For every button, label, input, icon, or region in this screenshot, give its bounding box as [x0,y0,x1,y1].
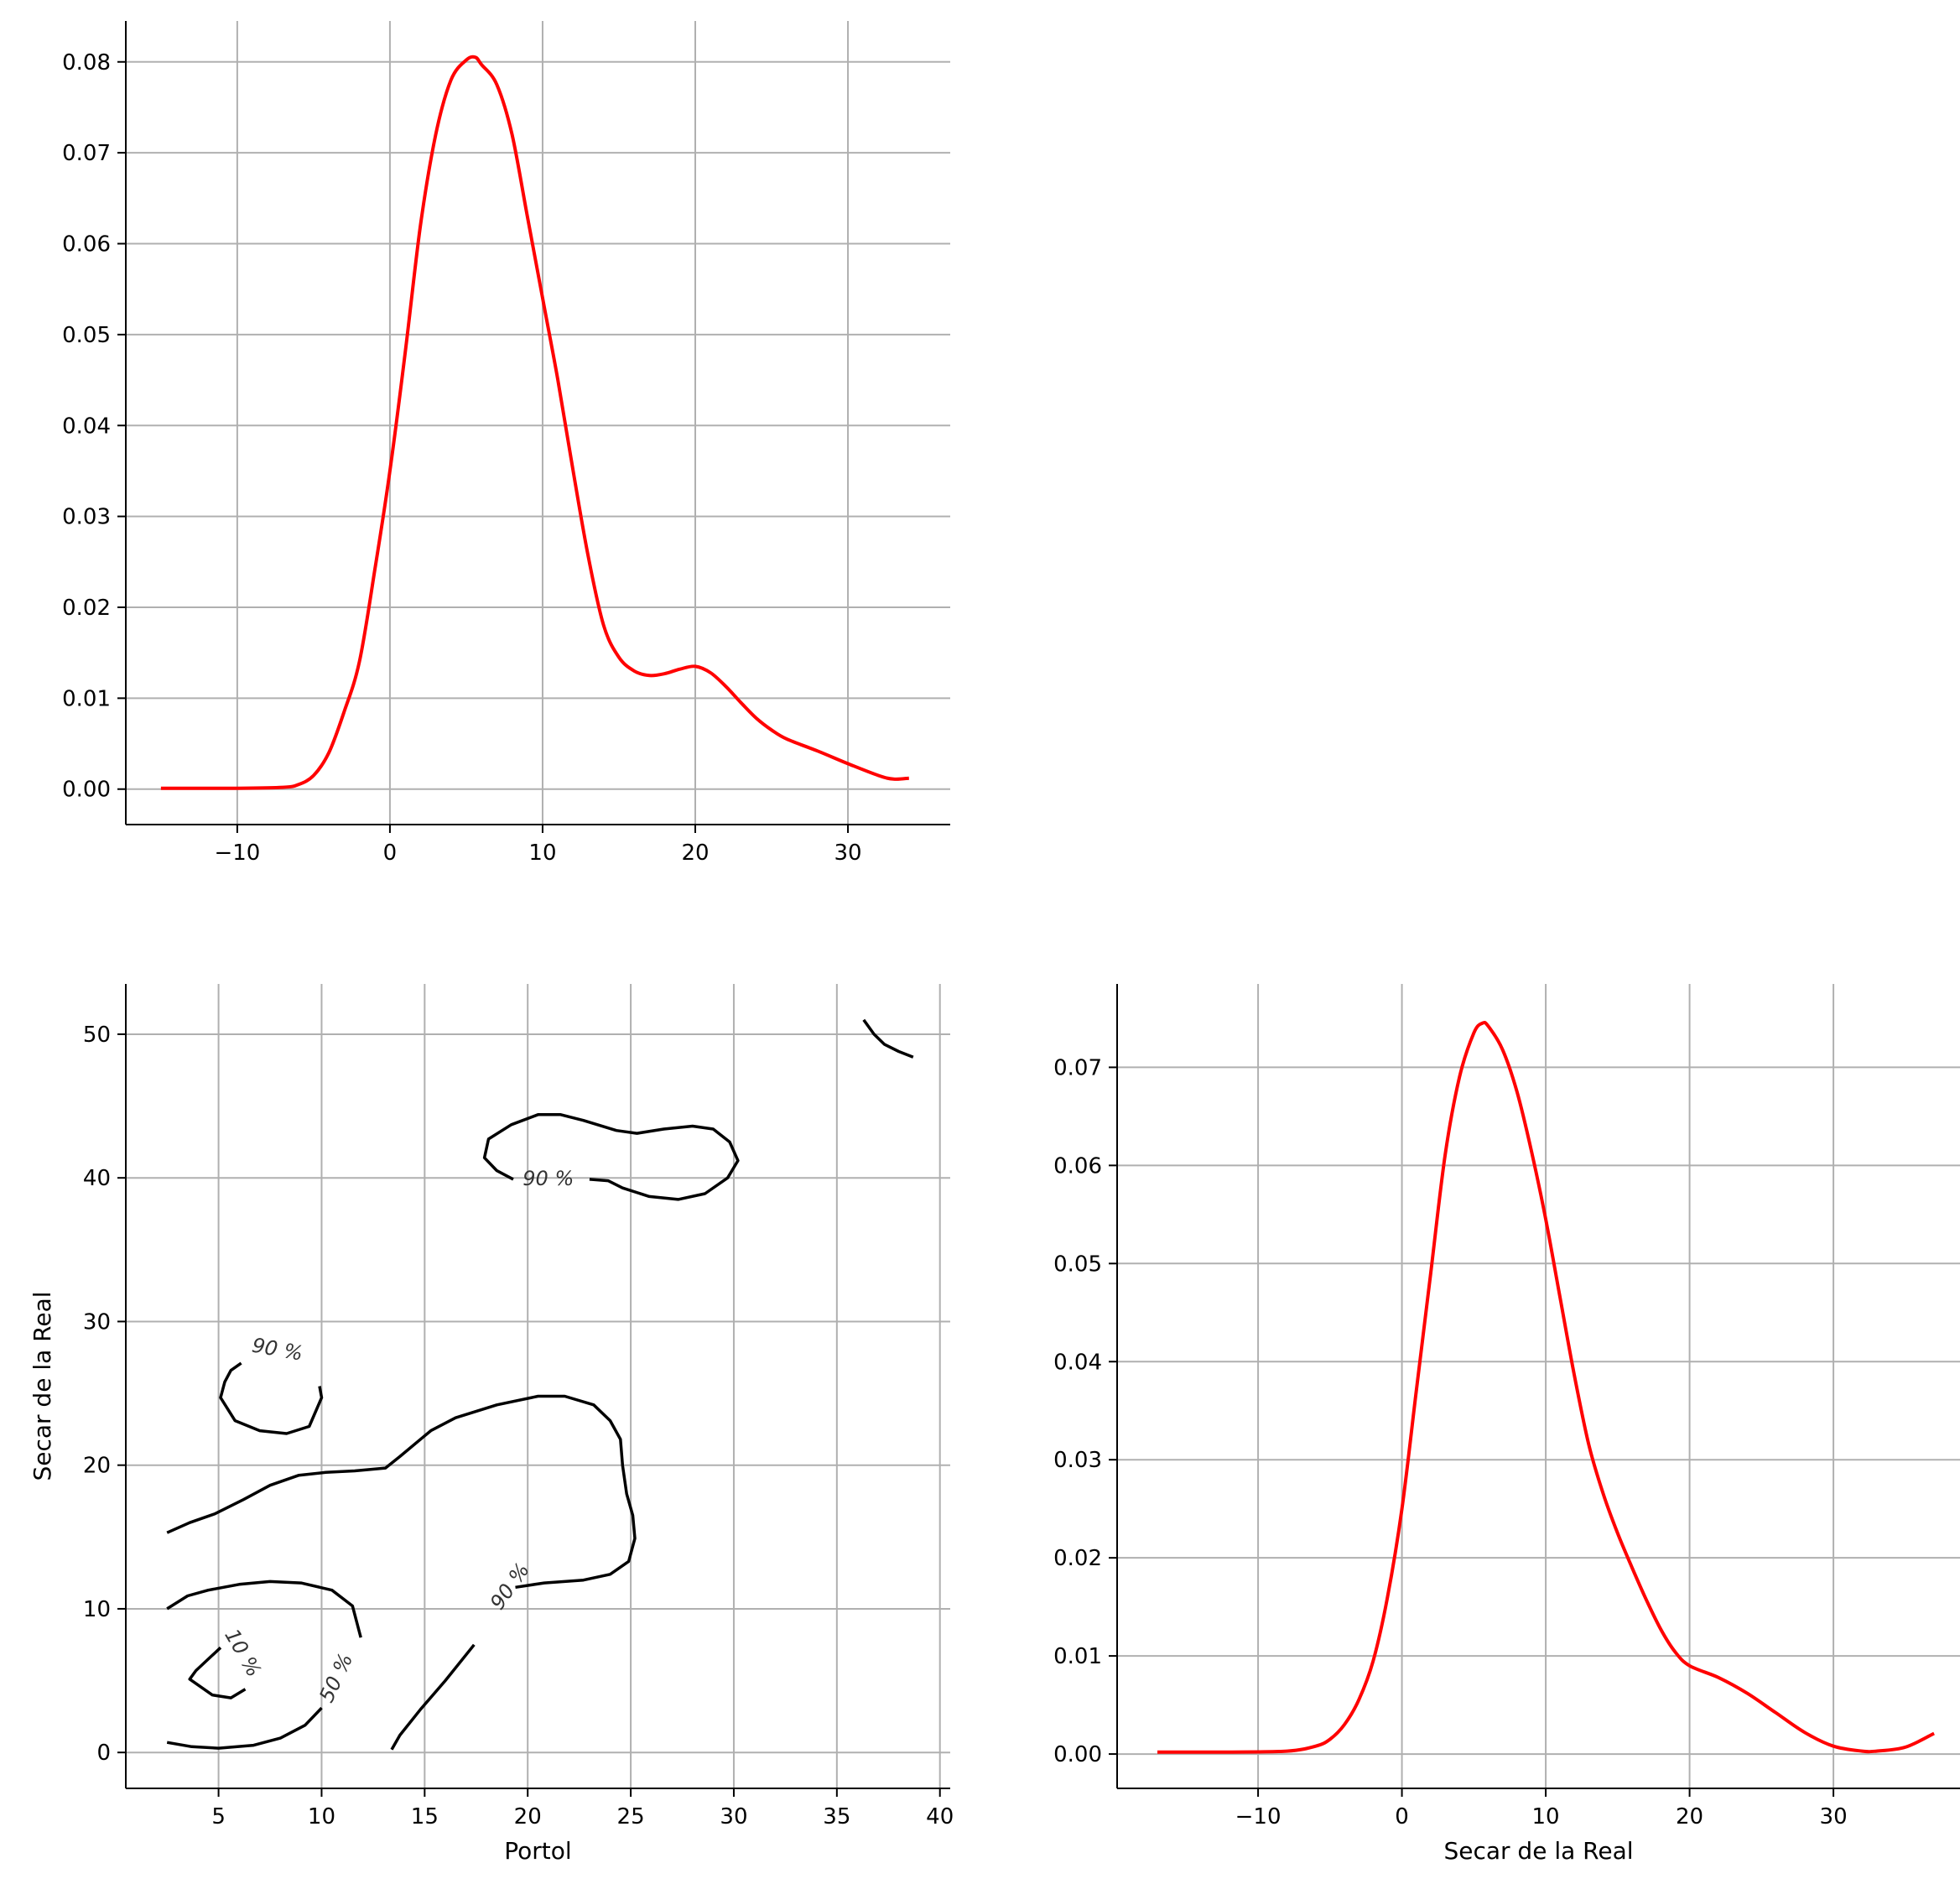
y-tick-label: 0.00 [1053,1742,1102,1767]
y-tick-label: 30 [83,1309,111,1335]
y-tick-label: 0.08 [62,50,111,75]
x-axis-title: Secar de la Real [1443,1837,1633,1865]
y-tick-label: 0.05 [62,323,111,348]
density-plot-top-left: −10 0 10 20 30 0.00 0.01 0.02 0.03 0.04 0.05 0.06 0.… [62,21,950,866]
y-tick-label: 0.05 [1053,1252,1102,1277]
x-tick-label: 20 [1676,1804,1703,1829]
y-tick-label: 0.07 [62,141,111,166]
contour-line [166,1394,637,1590]
x-tick-label: 0 [383,841,398,866]
x-tick-label: 40 [926,1804,954,1829]
contour-line [390,1643,476,1751]
y-tick-label: 0.03 [1053,1448,1102,1473]
y-tick-label: 0.07 [1053,1055,1102,1080]
x-tick-label: 10 [308,1804,335,1829]
x-tick-label: 35 [823,1804,850,1829]
x-tick-label: 20 [514,1804,542,1829]
y-tick-label: 50 [83,1023,111,1048]
y-tick-label: 0.04 [62,414,111,439]
contour-line [188,1646,247,1699]
y-tick-label: 0 [96,1741,111,1766]
x-tick-label: 20 [681,841,709,866]
contour-level-label: 90 % [250,1334,304,1366]
density-curve [1157,1020,1935,1754]
contour-line [219,1361,324,1435]
density-plot-bottom-right: −10 0 10 20 30 0.00 0.01 0.02 0.03 0.04 0.05 0.06 0.… [1053,984,1960,1865]
y-tick-label: 0.02 [62,596,111,621]
density-curve [160,55,909,790]
contour-level-label: 90 % [522,1167,574,1190]
y-tick-label: 0.01 [1053,1644,1102,1669]
contour-line [166,1706,323,1750]
y-axis-title: Secar de la Real [29,1291,56,1481]
y-tick-label: 40 [83,1166,111,1191]
y-tick-label: 0.06 [62,232,111,258]
x-tick-label: 15 [411,1804,439,1829]
y-tick-label: 10 [83,1597,111,1622]
x-axis-title: Portol [504,1837,571,1865]
y-tick-label: 0.03 [62,505,111,530]
x-tick-label: 30 [1820,1804,1848,1829]
x-tick-label: −10 [214,841,260,866]
contour-line [482,1113,740,1201]
y-tick-label: 0.04 [1053,1350,1102,1375]
y-tick-label: 0.01 [62,686,111,711]
y-tick-label: 0.06 [1053,1153,1102,1179]
x-tick-label: 10 [1532,1804,1560,1829]
x-tick-label: 30 [834,841,861,866]
x-tick-label: 25 [617,1804,645,1829]
x-tick-label: 0 [1395,1804,1409,1829]
x-tick-label: 5 [211,1804,226,1829]
y-tick-label: 0.00 [62,778,111,803]
contour-line [166,1580,362,1638]
contour-line [862,1018,914,1059]
x-tick-label: −10 [1235,1804,1282,1829]
x-tick-label: 10 [528,841,556,866]
contour-plot-bottom-left: 5 10 15 20 25 30 35 40 0 10 20 30 40 50 Portol Secar de… [29,984,954,1865]
y-tick-label: 20 [83,1454,111,1479]
y-tick-label: 0.02 [1053,1546,1102,1571]
contour-level-label: 10 % [220,1625,266,1681]
x-tick-label: 30 [720,1804,747,1829]
